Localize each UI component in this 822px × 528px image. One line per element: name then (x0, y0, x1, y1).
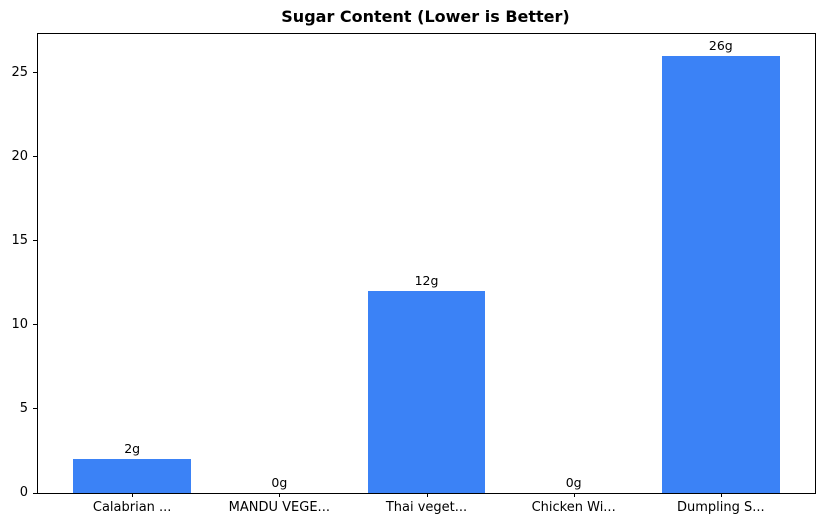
y-tick-label: 25 (11, 64, 28, 80)
x-axis-category-label: Chicken Wi... (531, 500, 616, 515)
y-tick-label: 5 (19, 400, 28, 416)
y-tick-mark (33, 324, 37, 326)
y-tick-mark (33, 72, 37, 74)
chart-title: Sugar Content (Lower is Better) (281, 7, 570, 26)
bar-value-label: 26g (708, 37, 733, 53)
y-tick-label: 10 (11, 316, 28, 332)
bar-value-label: 12g (414, 273, 439, 289)
y-tick-label: 15 (11, 232, 28, 248)
x-axis-category-label: Thai veget... (385, 500, 468, 515)
plot-area: 0 5 10 15 20 25 2g 0g 12g 0g 26g Calabri… (11, 33, 816, 515)
y-tick-mark (33, 240, 37, 242)
bar-value-label: 0g (271, 475, 288, 490)
y-tick-label: 0 (19, 485, 28, 500)
x-axis-category-label: MANDU VEGE... (228, 500, 330, 515)
y-tick-mark (33, 408, 37, 410)
x-tick-mark (132, 493, 134, 497)
bar (367, 291, 486, 493)
y-tick-mark (33, 156, 37, 158)
bar-value-label: 0g (565, 475, 582, 490)
x-axis-category-label: Dumpling S... (676, 500, 765, 515)
y-tick-label: 20 (11, 148, 28, 164)
x-tick-mark (720, 493, 722, 497)
y-tick-mark (33, 492, 37, 494)
x-tick-mark (426, 493, 428, 497)
x-tick-mark (279, 493, 281, 497)
bar-value-label: 2g (124, 441, 141, 457)
x-axis-category-label: Calabrian ... (92, 500, 172, 515)
x-tick-mark (573, 493, 575, 497)
bar (661, 55, 780, 493)
bar (73, 459, 192, 493)
